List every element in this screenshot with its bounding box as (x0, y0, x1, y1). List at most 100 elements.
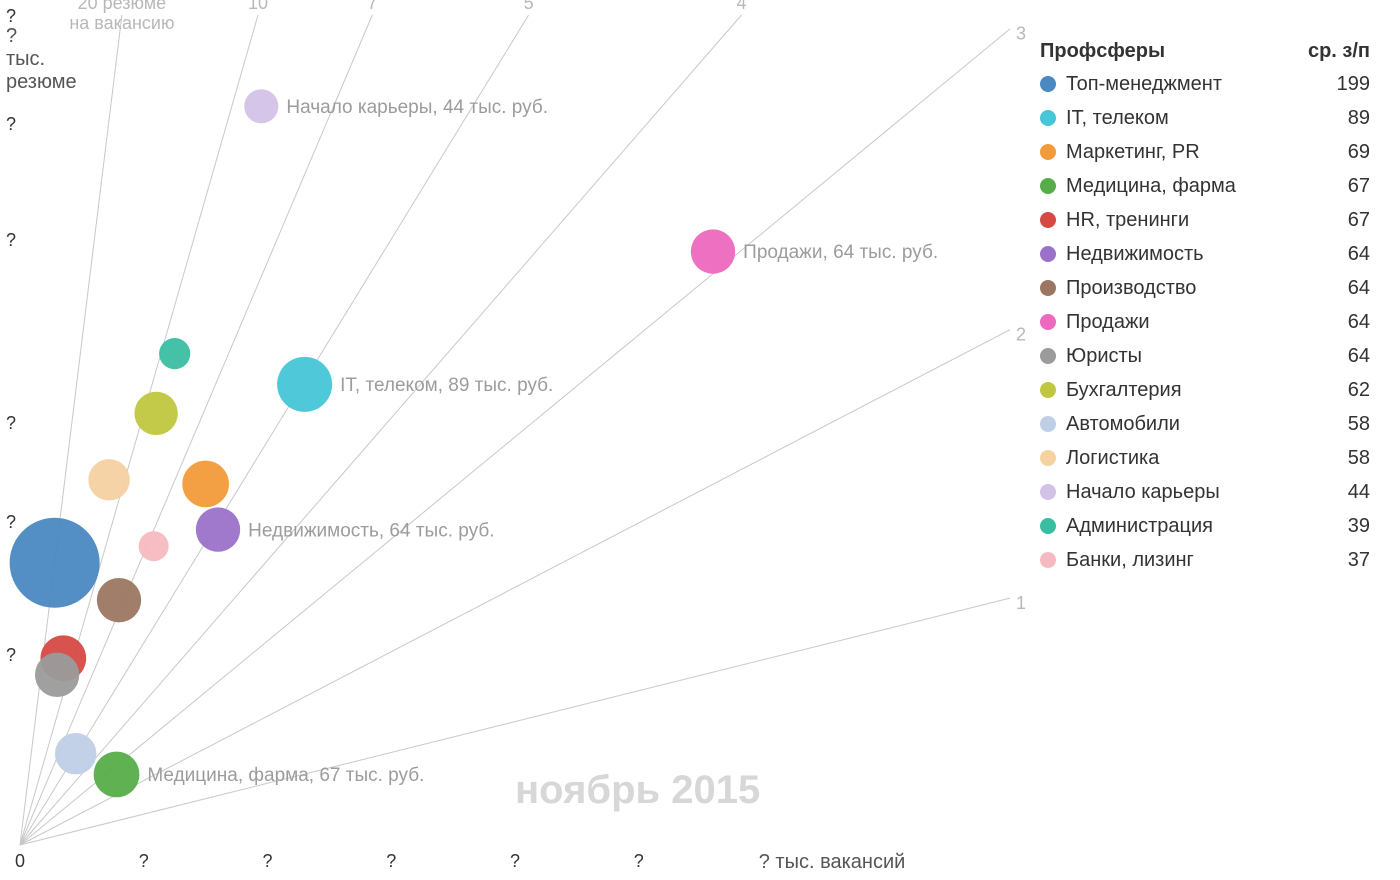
legend-name: Логистика (1066, 447, 1159, 470)
y-axis-label-line2: тыс. (6, 48, 77, 71)
ray-label: 7 (367, 0, 377, 13)
bubble (97, 578, 141, 622)
legend-value: 62 (1330, 379, 1370, 402)
legend-row: Медицина, фарма 67 (1040, 169, 1370, 203)
legend-row: Продажи64 (1040, 305, 1370, 339)
y-axis-label-line3: резюме (6, 71, 77, 94)
x-tick-label: ? (139, 851, 149, 872)
legend-name: Медицина, фарма (1066, 175, 1236, 198)
legend-name: Начало карьеры (1066, 481, 1220, 504)
ray-line (20, 15, 529, 845)
legend-row: Администрация 39 (1040, 509, 1370, 543)
x-tick-label: 0 (15, 851, 25, 872)
bubble-label: Начало карьеры, 44 тыс. руб. (286, 97, 548, 118)
ray-line (20, 15, 742, 845)
x-tick-label: ? (263, 851, 273, 872)
legend-header: Профсферы ср. з/п (1040, 40, 1370, 63)
legend-value: 67 (1330, 209, 1370, 232)
ray-label: 20 резюмена вакансию (69, 0, 174, 33)
legend-name: Юристы (1066, 345, 1142, 368)
bubble (94, 752, 140, 798)
x-axis-label: ? тыс. вакансий (759, 851, 906, 874)
legend-row: Юристы64 (1040, 339, 1370, 373)
ray-line (20, 15, 258, 845)
legend-dot (1040, 382, 1056, 398)
ray-line (20, 29, 1010, 845)
legend-dot (1040, 144, 1056, 160)
legend-name: HR, тренинги (1066, 209, 1189, 232)
legend-dot (1040, 348, 1056, 364)
bubble (134, 392, 177, 435)
legend-value: 64 (1330, 243, 1370, 266)
legend-dot (1040, 178, 1056, 194)
bubble-label: Медицина, фарма, 67 тыс. руб. (147, 765, 424, 786)
legend-value: 199 (1330, 73, 1370, 96)
bubble-label: Недвижимость, 64 тыс. руб. (248, 520, 494, 541)
legend: Профсферы ср. з/п Топ-менеджмент199 IT, т… (1040, 40, 1370, 577)
legend-row: Начало карьеры 44 (1040, 475, 1370, 509)
legend-row: Автомобили 58 (1040, 407, 1370, 441)
legend-row: Недвижимость 64 (1040, 237, 1370, 271)
y-tick-label: ? (6, 645, 16, 666)
legend-dot (1040, 416, 1056, 432)
legend-dot (1040, 110, 1056, 126)
legend-dot (1040, 552, 1056, 568)
ray-label: 3 (1016, 24, 1026, 44)
legend-row: Маркетинг, PR 69 (1040, 135, 1370, 169)
legend-dot (1040, 212, 1056, 228)
x-tick-label: ? (510, 851, 520, 872)
bubble (182, 461, 229, 508)
legend-name: Бухгалтерия (1066, 379, 1182, 402)
legend-row: Банки, лизинг 37 (1040, 543, 1370, 577)
ray-line (20, 15, 122, 845)
bubbles-group (10, 89, 736, 797)
bubble (35, 653, 79, 697)
legend-value: 89 (1330, 107, 1370, 130)
x-tick-label: ? (386, 851, 396, 872)
bubble-label: IT, телеком, 89 тыс. руб. (340, 375, 553, 396)
legend-value: 58 (1330, 413, 1370, 436)
ray-label: 2 (1016, 324, 1026, 344)
bubble (691, 229, 735, 273)
legend-value: 37 (1330, 549, 1370, 572)
legend-name: Маркетинг, PR (1066, 141, 1200, 164)
bubble (244, 89, 278, 123)
legend-name: Банки, лизинг (1066, 549, 1194, 572)
legend-name: Администрация (1066, 515, 1213, 538)
legend-value: 67 (1330, 175, 1370, 198)
legend-body: Топ-менеджмент199 IT, телеком 89 Маркетинг,… (1040, 67, 1370, 577)
legend-dot (1040, 76, 1056, 92)
legend-dot (1040, 450, 1056, 466)
y-tick-label: ? (6, 512, 16, 533)
x-tick-label: ? (634, 851, 644, 872)
legend-value: 69 (1330, 141, 1370, 164)
legend-dot (1040, 484, 1056, 500)
bubble (277, 357, 332, 412)
bubble (55, 733, 96, 774)
y-tick-label: ? (6, 413, 16, 434)
legend-row: Топ-менеджмент199 (1040, 67, 1370, 101)
bubble (139, 531, 169, 561)
bubble (88, 459, 129, 500)
watermark-text: ноябрь 2015 (515, 768, 760, 813)
y-tick-label: ? (6, 6, 16, 27)
legend-row: Логистика 58 (1040, 441, 1370, 475)
legend-dot (1040, 246, 1056, 262)
y-tick-label: ? (6, 230, 16, 251)
legend-value: 44 (1330, 481, 1370, 504)
legend-row: Бухгалтерия 62 (1040, 373, 1370, 407)
ray-label: 10 (248, 0, 268, 13)
legend-value: 58 (1330, 447, 1370, 470)
legend-name: Недвижимость (1066, 243, 1204, 266)
legend-value: 64 (1330, 277, 1370, 300)
legend-name: IT, телеком (1066, 107, 1169, 130)
y-axis-label-line1: ? (6, 25, 77, 48)
legend-name: Автомобили (1066, 413, 1180, 436)
legend-value: 39 (1330, 515, 1370, 538)
legend-dot (1040, 314, 1056, 330)
bubble (196, 507, 240, 551)
legend-header-right: ср. з/п (1308, 40, 1370, 63)
bubble-label: Продажи, 64 тыс. руб. (743, 242, 938, 263)
ray-label: 1 (1016, 593, 1026, 613)
ray-line (20, 15, 372, 845)
